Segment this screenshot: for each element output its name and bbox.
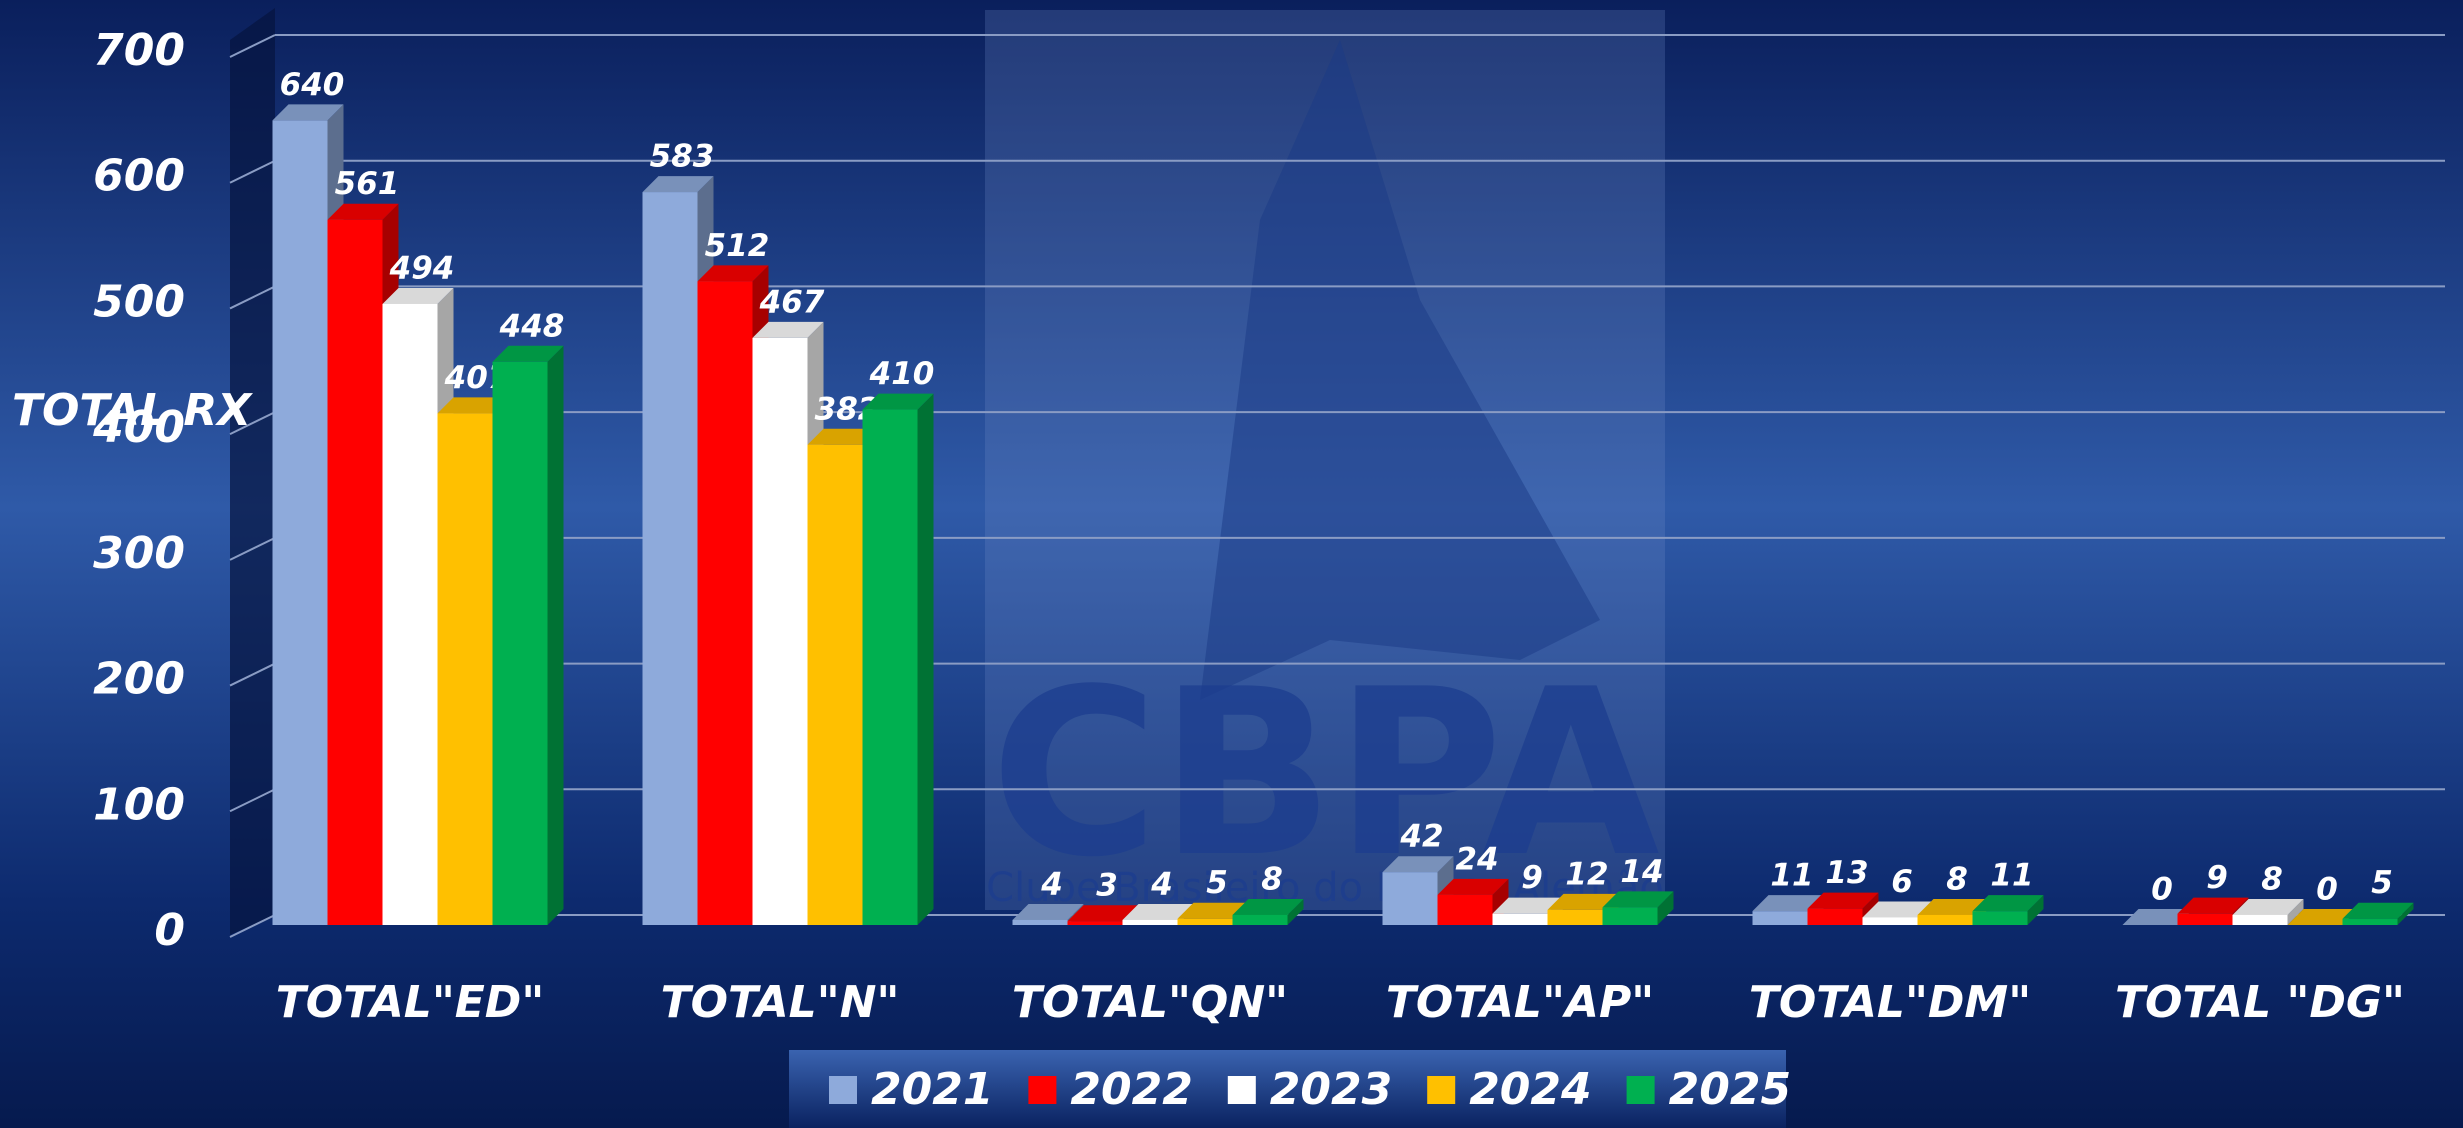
legend-swatch: [1028, 1076, 1056, 1104]
value-label: 4: [1040, 866, 1063, 902]
value-label: 8: [2261, 861, 2283, 897]
x-tick-label: TOTAL"DM": [1749, 977, 2031, 1028]
bar: [1438, 895, 1493, 925]
value-label: 494: [389, 250, 455, 286]
y-tick-label: 600: [93, 151, 185, 202]
value-label: 13: [1825, 855, 1868, 891]
value-label: 410: [869, 356, 935, 392]
bar: [493, 362, 548, 925]
legend-label: 2023: [1270, 1064, 1392, 1115]
bar: [328, 220, 383, 925]
value-label: 11: [1990, 858, 2033, 894]
y-tick-label: 200: [93, 654, 185, 705]
value-label: 9: [1521, 860, 1543, 896]
chart: CBPA Clube Brasileiro do Pastor Alemão T…: [0, 0, 2463, 1128]
x-tick-label: TOTAL "DG": [2115, 977, 2405, 1028]
value-label: 12: [1565, 856, 1608, 892]
bar: [1178, 919, 1233, 925]
value-label: 4: [1150, 866, 1173, 902]
bar: [383, 304, 438, 925]
value-label: 640: [280, 67, 345, 103]
legend: 2021 2022 2023 2024 2025: [789, 1050, 1791, 1128]
x-tick-label: TOTAL"N": [661, 977, 900, 1028]
value-label: 467: [759, 284, 825, 320]
bar: [1493, 914, 1548, 925]
value-label: 448: [499, 308, 565, 344]
value-label: 8: [1261, 861, 1283, 897]
value-label: 3: [1096, 868, 1118, 904]
legend-label: 2025: [1669, 1064, 1791, 1115]
bar: [1753, 911, 1808, 925]
legend-label: 2024: [1469, 1064, 1591, 1115]
value-label: 583: [650, 139, 715, 175]
value-label: 512: [705, 228, 770, 264]
y-tick-label: 500: [93, 276, 185, 327]
value-label: 42: [1399, 819, 1443, 855]
legend-swatch: [829, 1076, 857, 1104]
value-label: 24: [1455, 841, 1498, 877]
x-tick-label: TOTAL"AP": [1386, 977, 1654, 1028]
bar: [2178, 914, 2233, 925]
y-tick-label: 100: [93, 779, 185, 830]
bar: [1863, 917, 1918, 925]
bar: [2343, 919, 2398, 925]
x-tick-label: TOTAL"ED": [276, 977, 545, 1028]
legend-swatch: [1427, 1076, 1455, 1104]
bar: [1383, 872, 1438, 925]
value-label: 11: [1770, 858, 1813, 894]
legend-swatch: [1228, 1076, 1256, 1104]
bar: [273, 120, 328, 925]
page: CBPA Clube Brasileiro do Pastor Alemão T…: [0, 0, 2463, 1128]
bar: [808, 445, 863, 925]
x-tick-label: TOTAL"QN": [1012, 977, 1288, 1028]
value-label: 8: [1946, 861, 1968, 897]
value-label: 6: [1891, 864, 1913, 900]
y-tick-label: 0: [154, 905, 185, 956]
y-tick-label: 700: [93, 25, 185, 76]
bar: [863, 410, 918, 925]
value-label: 0: [2151, 872, 2173, 908]
bar: [438, 413, 493, 925]
bar: [1233, 915, 1288, 925]
bar: [1808, 909, 1863, 925]
y-tick-label: 400: [92, 402, 185, 453]
bar-side: [548, 346, 564, 925]
side-wall: [230, 8, 275, 935]
bar: [1973, 911, 2028, 925]
legend-label: 2022: [1070, 1064, 1192, 1115]
bar: [1548, 910, 1603, 925]
value-label: 5: [2371, 865, 2393, 901]
bar: [2233, 915, 2288, 925]
value-label: 0: [2316, 872, 2338, 908]
bar: [1013, 920, 1068, 925]
bar: [1068, 921, 1123, 925]
bar-side: [918, 394, 934, 925]
value-label: 5: [1206, 865, 1228, 901]
bar: [1603, 907, 1658, 925]
y-tick-label: 300: [93, 528, 185, 579]
value-label: 9: [2206, 860, 2228, 896]
value-label: 561: [335, 166, 400, 202]
legend-label: 2021: [871, 1064, 993, 1115]
bar: [753, 338, 808, 925]
value-label: 14: [1620, 854, 1663, 890]
legend-swatch: [1627, 1076, 1655, 1104]
bar: [698, 281, 753, 925]
bar: [1123, 920, 1178, 925]
bar: [1918, 915, 1973, 925]
bar: [643, 192, 698, 925]
